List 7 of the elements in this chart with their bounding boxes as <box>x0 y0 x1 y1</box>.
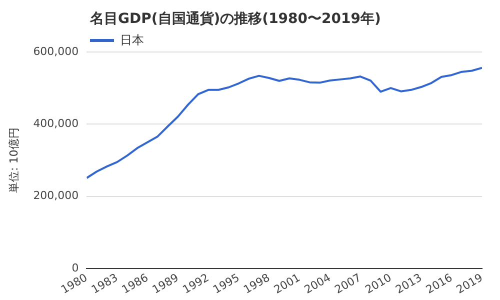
y-axis-title: 単位: 10億円 <box>7 128 20 193</box>
chart-title: 名目GDP(自国通貨)の推移(1980〜2019年) <box>90 10 381 28</box>
y-tick-label: 0 <box>72 261 79 274</box>
y-tick-label: 400,000 <box>33 117 79 130</box>
legend-label: 日本 <box>120 32 144 49</box>
y-tick-label: 600,000 <box>33 44 79 58</box>
y-tick-label: 200,000 <box>33 189 79 202</box>
